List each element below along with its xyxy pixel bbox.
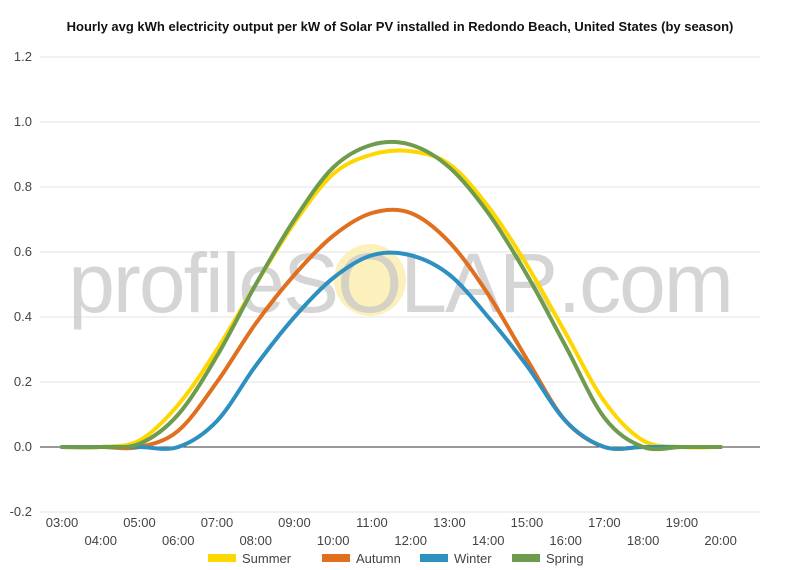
y-tick-label: 0.8 [14,179,32,194]
y-axis: -0.2 0.0 0.2 0.4 0.6 0.8 1.0 1.2 [10,49,32,519]
y-tick-label: 0.4 [14,309,32,324]
chart-title: Hourly avg kWh electricity output per kW… [66,19,734,34]
series-line-summer [60,148,723,450]
x-tick-label: 17:00 [588,515,621,530]
legend-swatch-winter [420,554,448,562]
watermark-sun [334,244,406,316]
x-tick-label: 13:00 [433,515,466,530]
x-axis: 03:00 05:00 07:00 09:00 11:00 13:00 15:00 17:00… [46,515,737,548]
legend-label-autumn: Autumn [356,551,401,566]
x-tick-label: 05:00 [123,515,156,530]
x-tick-label: 06:00 [162,533,195,548]
x-tick-label: 08:00 [239,533,272,548]
series-line-spring [60,139,723,452]
x-tick-label: 15:00 [511,515,544,530]
x-tick-label: 19:00 [666,515,699,530]
y-tick-label: 0.2 [14,374,32,389]
x-tick-label: 11:00 [356,515,388,530]
x-tick-label: 10:00 [317,533,350,548]
y-tick-label: -0.2 [10,504,32,519]
watermark-text: profileSOLAR.com [68,236,732,330]
x-tick-label: 07:00 [201,515,234,530]
y-tick-label: 1.0 [14,114,32,129]
x-tick-label: 04:00 [84,533,117,548]
x-tick-label: 03:00 [46,515,79,530]
legend-swatch-autumn [322,554,350,562]
y-tick-label: 1.2 [14,49,32,64]
legend-label-winter: Winter [454,551,492,566]
x-tick-label: 20:00 [704,533,737,548]
legend-swatch-spring [512,554,540,562]
legend: Summer Autumn Winter Spring [208,551,584,566]
y-tick-label: 0.6 [14,244,32,259]
legend-label-summer: Summer [242,551,292,566]
watermark: profileSOLAR.com [68,236,734,330]
x-tick-label: 18:00 [627,533,660,548]
legend-swatch-summer [208,554,236,562]
y-tick-label: 0.0 [14,439,32,454]
x-tick-label: 09:00 [278,515,311,530]
series-line-winter [60,250,723,451]
x-tick-label: 16:00 [549,533,582,548]
legend-label-spring: Spring [546,551,584,566]
x-tick-label: 12:00 [394,533,427,548]
x-tick-label: 14:00 [472,533,505,548]
series-lines [60,139,723,452]
